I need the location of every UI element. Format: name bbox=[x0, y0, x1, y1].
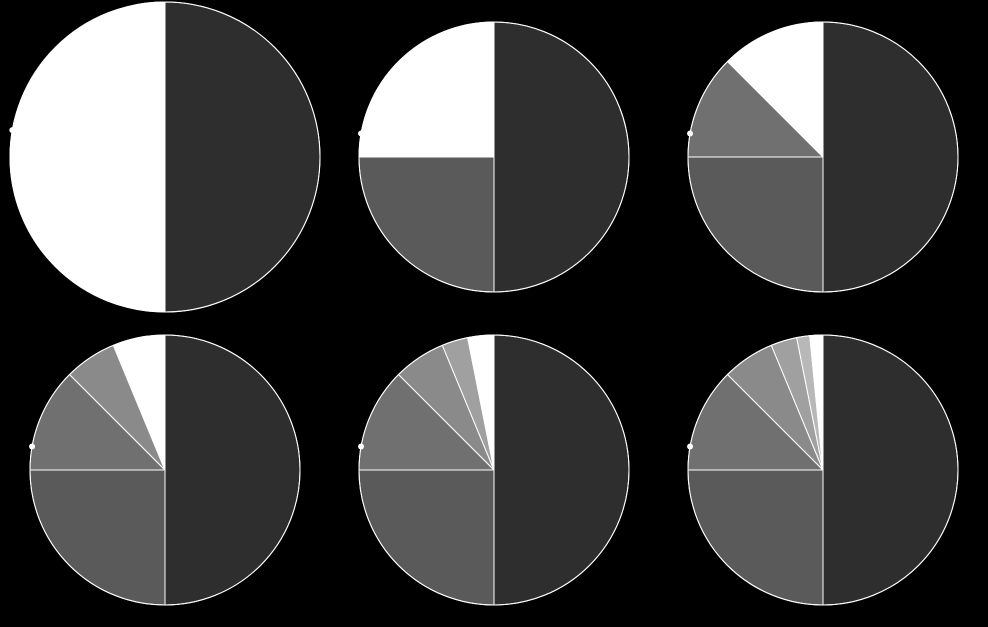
pie-slice bbox=[165, 2, 320, 312]
marker-dot bbox=[687, 444, 693, 450]
pie-chart bbox=[686, 333, 960, 607]
pie-slice bbox=[30, 470, 165, 605]
marker-dot bbox=[358, 130, 364, 136]
pie-slice bbox=[359, 470, 494, 605]
pie-slice bbox=[823, 22, 958, 292]
marker-dot bbox=[29, 444, 35, 450]
marker-dot bbox=[687, 130, 693, 136]
pie-chart bbox=[8, 0, 322, 314]
pie-slice bbox=[359, 157, 494, 292]
pie-slice bbox=[10, 2, 165, 312]
pie-grid bbox=[0, 0, 988, 627]
pie-chart bbox=[357, 333, 631, 607]
pie-slice bbox=[688, 157, 823, 292]
pie-chart bbox=[357, 20, 631, 294]
pie-chart bbox=[28, 333, 302, 607]
marker-dot bbox=[358, 444, 364, 450]
pie-slice bbox=[823, 335, 958, 605]
pie-slice bbox=[494, 335, 629, 605]
pie-slice bbox=[688, 470, 823, 605]
pie-slice bbox=[165, 335, 300, 605]
pie-chart bbox=[686, 20, 960, 294]
pie-slice bbox=[359, 22, 494, 157]
pie-slice bbox=[494, 22, 629, 292]
marker-dot bbox=[9, 127, 15, 133]
